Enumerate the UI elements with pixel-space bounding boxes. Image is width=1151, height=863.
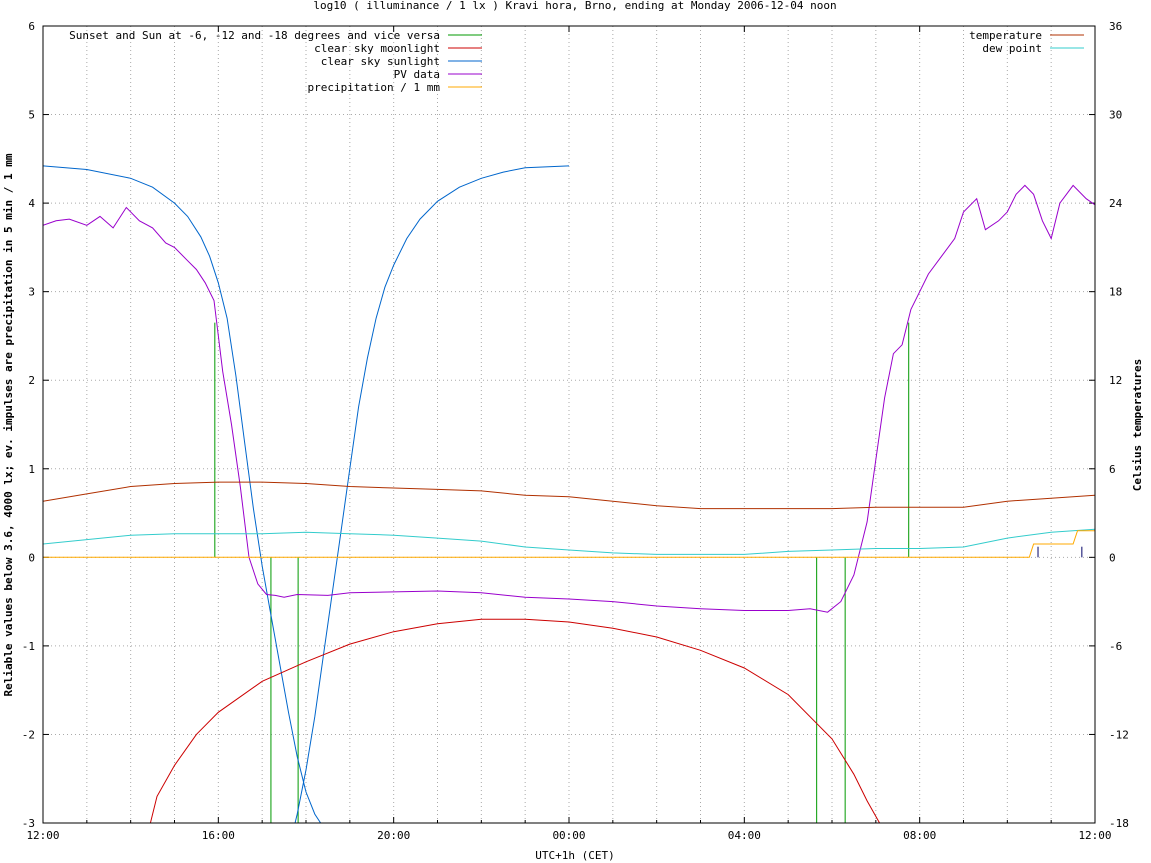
legend-label: temperature <box>969 29 1042 42</box>
x-tick-label: 08:00 <box>903 829 936 842</box>
x-tick-label: 20:00 <box>377 829 410 842</box>
series-clear-sky-sunlight <box>43 165 322 823</box>
legend-label: Sunset and Sun at -6, -12 and -18 degree… <box>69 29 440 42</box>
x-tick-label: 12:00 <box>1078 829 1111 842</box>
chart-title: log10 ( illuminance / 1 lx ) Kravi hora,… <box>313 0 836 12</box>
tick-labels: 12:00 16:00 20:00 00:00 04:00 08:00 12:00-3-2-… <box>22 20 1129 842</box>
y-tick-label: 4 <box>28 197 35 210</box>
y2-tick-label: 12 <box>1109 374 1122 387</box>
y-tick-label: 5 <box>28 109 35 122</box>
y2-tick-label: 36 <box>1109 20 1122 33</box>
y-tick-label: -2 <box>22 728 35 741</box>
y2-tick-label: 30 <box>1109 109 1122 122</box>
y-tick-label: 2 <box>28 374 35 387</box>
legend-label: precipitation / 1 mm <box>308 81 441 94</box>
series-clear-sky-sunlight <box>294 165 570 823</box>
y-tick-label: -3 <box>22 817 35 830</box>
y-tick-label: 6 <box>28 20 35 33</box>
x-tick-label: 00:00 <box>552 829 585 842</box>
y-tick-label: 3 <box>28 286 35 299</box>
y-axis-label: Reliable values below 3.6, 4000 lx; ev. … <box>2 153 15 696</box>
legend-label: PV data <box>394 68 440 81</box>
series-precipitation-1-mm <box>43 530 1095 558</box>
legend-label: dew point <box>982 42 1042 55</box>
plot-frame <box>42 25 1096 824</box>
series-dew-point <box>43 528 1095 555</box>
y2-tick-label: 0 <box>1109 551 1116 564</box>
y-tick-label: -1 <box>22 640 35 653</box>
y2-axis-label: Celsius temperatures <box>1131 359 1144 491</box>
y2-tick-label: -6 <box>1109 640 1122 653</box>
y-tick-label: 1 <box>28 463 35 476</box>
series-temperature <box>43 481 1095 510</box>
series-pv-data <box>43 184 1095 613</box>
y2-tick-label: -12 <box>1109 728 1129 741</box>
series-lines <box>43 165 1095 823</box>
x-tick-label: 12:00 <box>26 829 59 842</box>
y2-tick-label: -18 <box>1109 817 1129 830</box>
y2-tick-label: 6 <box>1109 463 1116 476</box>
grid-lines <box>43 26 1095 823</box>
legend: Sunset and Sun at -6, -12 and -18 degree… <box>69 29 1084 94</box>
legend-label: clear sky sunlight <box>321 55 440 68</box>
series-clear-sky-moonlight <box>149 618 881 823</box>
x-tick-label: 04:00 <box>728 829 761 842</box>
x-tick-label: 16:00 <box>202 829 235 842</box>
y2-tick-label: 18 <box>1109 286 1122 299</box>
y2-tick-label: 24 <box>1109 197 1123 210</box>
y-tick-label: 0 <box>28 551 35 564</box>
x-axis-label: UTC+1h (CET) <box>535 849 614 862</box>
legend-label: clear sky moonlight <box>314 42 440 55</box>
